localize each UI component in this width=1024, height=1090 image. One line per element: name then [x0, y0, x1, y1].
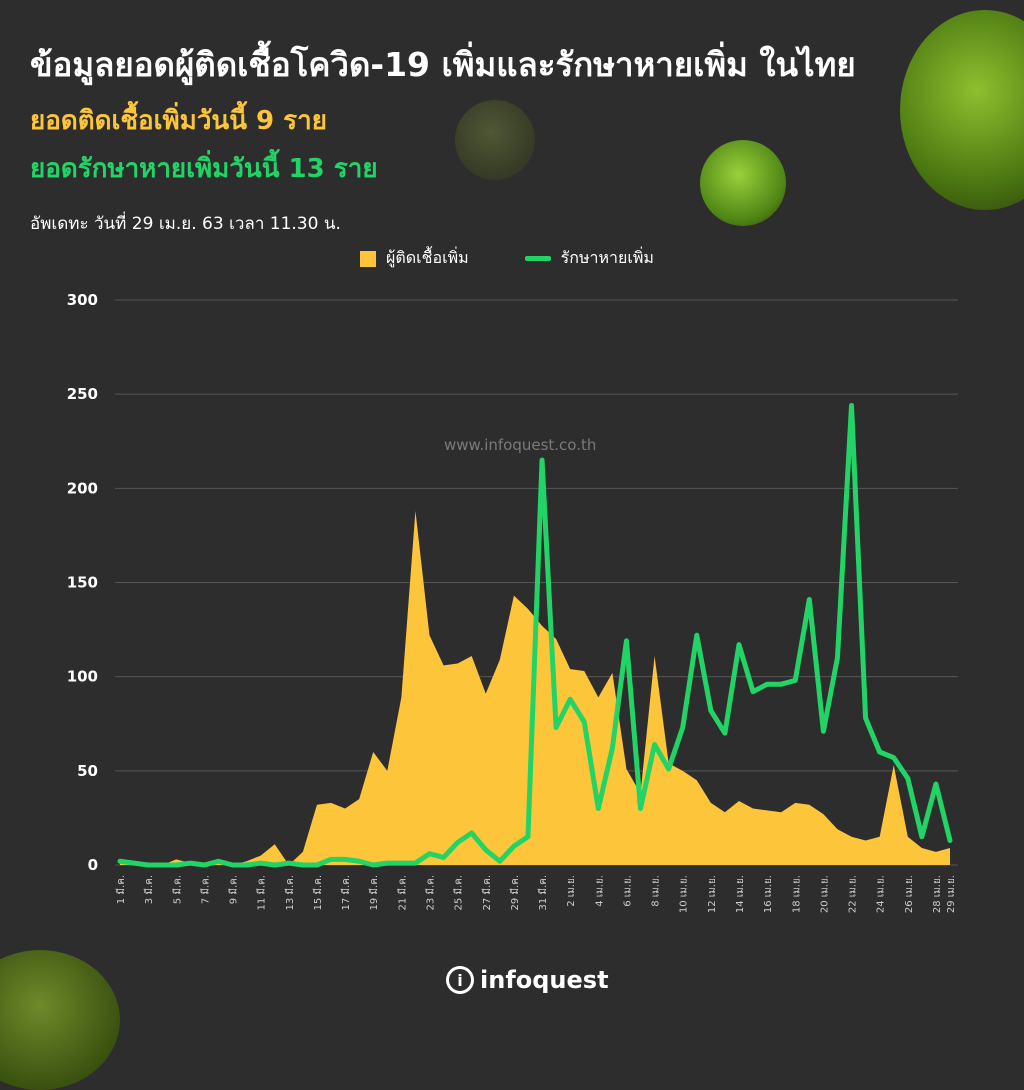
x-tick-label: 25 มี.ค.	[453, 875, 465, 911]
infoquest-logo-icon: i	[446, 966, 474, 994]
virus-decoration-large-icon	[900, 10, 1024, 210]
x-tick-label: 31 มี.ค.	[537, 875, 549, 911]
infoquest-logo-text: infoquest	[480, 966, 609, 994]
x-tick-label: 29 มี.ค.	[509, 875, 521, 911]
x-tick-label: 27 มี.ค.	[481, 875, 493, 911]
x-tick-label: 10 เม.ย.	[679, 875, 690, 913]
x-tick-label: 29 เม.ย.	[946, 875, 957, 913]
x-tick-label: 9 มี.ค.	[228, 875, 240, 904]
x-tick-label: 12 เม.ย.	[707, 875, 718, 913]
x-tick-label: 8 เม.ย.	[651, 875, 662, 907]
virus-decoration-faded-icon	[455, 100, 535, 180]
x-tick-label: 17 มี.ค.	[340, 875, 352, 911]
legend-recovered-swatch	[524, 256, 551, 261]
x-tick-label: 24 เม.ย.	[876, 875, 887, 913]
covid-chart: 0 50 100 150 200 250 300 1 มี.ค. 3 มี.ค. 5 มี.ค. 7…	[67, 291, 958, 913]
x-tick-label: 22 เม.ย.	[848, 875, 859, 913]
y-tick-label: 100	[67, 668, 98, 686]
infoquest-logo: i infoquest	[446, 966, 609, 994]
x-tick-label: 13 มี.ค.	[284, 875, 296, 911]
legend-recovered-label: รักษาหายเพิ่ม	[560, 248, 654, 267]
chart-legend: ผู้ติดเชื้อเพิ่ม รักษาหายเพิ่ม	[360, 246, 654, 271]
recovered-today-subtitle: ยอดรักษาหายเพิ่มวันนี้ 13 ราย	[30, 154, 378, 184]
x-tick-label: 7 มี.ค.	[199, 875, 211, 904]
x-tick-label: 11 มี.ค.	[256, 875, 268, 911]
x-tick-label: 2 เม.ย.	[566, 875, 577, 907]
y-tick-label: 150	[67, 574, 98, 592]
x-tick-label: 23 มี.ค.	[424, 875, 436, 911]
y-tick-label: 250	[67, 385, 98, 403]
y-tick-label: 50	[77, 762, 98, 780]
watermark: www.infoquest.co.th	[444, 436, 597, 454]
x-tick-label: 19 มี.ค.	[368, 875, 380, 911]
y-tick-label: 0	[88, 856, 98, 874]
x-tick-label: 14 เม.ย.	[735, 875, 746, 913]
x-tick-label: 1 มี.ค.	[115, 875, 127, 904]
infected-today-subtitle: ยอดติดเชื้อเพิ่มวันนี้ 9 ราย	[30, 106, 327, 136]
x-tick-label: 5 มี.ค.	[171, 875, 183, 904]
x-tick-label: 21 มี.ค.	[396, 875, 408, 911]
x-tick-label: 26 เม.ย.	[904, 875, 915, 913]
legend-infected-swatch	[360, 250, 376, 267]
virus-decoration-medium-icon	[700, 140, 786, 226]
x-tick-label: 20 เม.ย.	[819, 875, 830, 913]
y-tick-label: 300	[67, 291, 98, 309]
x-tick-label: 28 เม.ย.	[932, 875, 943, 913]
x-tick-label: 15 มี.ค.	[312, 875, 324, 911]
x-tick-label: 16 เม.ย.	[763, 875, 774, 913]
x-tick-label: 18 เม.ย.	[791, 875, 802, 913]
page-title: ข้อมูลยอดผู้ติดเชื้อโควิด-19 เพิ่มและรัก…	[30, 45, 856, 84]
legend-infected-label: ผู้ติดเชื้อเพิ่ม	[386, 248, 469, 267]
x-tick-label: 6 เม.ย.	[622, 875, 633, 907]
x-tick-label: 4 เม.ย.	[594, 875, 605, 907]
recovered-line	[117, 402, 953, 868]
y-tick-label: 200	[67, 479, 98, 497]
updated-timestamp: อัพเดทะ วันที่ 29 เม.ย. 63 เวลา 11.30 น.	[30, 214, 341, 234]
x-tick-label: 3 มี.ค.	[143, 875, 155, 904]
